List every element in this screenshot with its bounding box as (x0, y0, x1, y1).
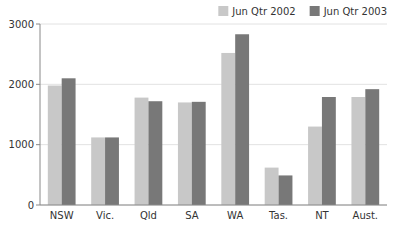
bar (48, 86, 62, 205)
bar (308, 127, 322, 205)
bar (178, 102, 192, 205)
legend-swatch (310, 6, 320, 16)
legend-item: Jun Qtr 2003 (310, 6, 387, 17)
x-tick-label: Aust. (353, 210, 379, 221)
x-tick-label: WA (227, 210, 243, 221)
x-axis-line (40, 205, 387, 206)
chart-container: 0 1000 2000 3000 NSW Vic. Qld SA WA Tas. NT Aust. Ju… (0, 0, 397, 227)
legend-item: Jun Qtr 2002 (218, 6, 295, 17)
bar (192, 102, 206, 205)
bar (135, 98, 149, 205)
y-tick (36, 84, 40, 85)
bar (221, 53, 235, 205)
grid-line (40, 84, 387, 85)
y-tick (36, 205, 40, 206)
x-tick-label: Tas. (268, 210, 288, 221)
bar (265, 168, 279, 205)
x-tick-label: NSW (50, 210, 74, 221)
y-tick (36, 144, 40, 145)
legend-label: Jun Qtr 2003 (323, 6, 387, 17)
bar (91, 137, 105, 205)
y-tick-label: 3000 (9, 19, 34, 30)
bar (279, 175, 293, 205)
x-tick-label: Qld (140, 210, 157, 221)
x-tick-label: Vic. (96, 210, 114, 221)
x-tick-label: NT (315, 210, 329, 221)
bars (48, 34, 379, 205)
legend-swatch (218, 6, 228, 16)
bar (365, 89, 379, 205)
y-tick-label: 0 (28, 200, 34, 211)
grid-line (40, 205, 387, 206)
bar (235, 34, 249, 205)
bar (62, 78, 76, 205)
y-tick (36, 24, 40, 25)
bar (322, 97, 336, 205)
legend: Jun Qtr 2002 Jun Qtr 2003 (218, 6, 387, 17)
y-axis-line (40, 24, 41, 205)
chart-svg: 0 1000 2000 3000 NSW Vic. Qld SA WA Tas. NT Aust. Ju… (0, 0, 397, 227)
bar (351, 97, 365, 205)
grid-line (40, 24, 387, 25)
bar (148, 101, 162, 205)
bar (105, 137, 119, 205)
legend-label: Jun Qtr 2002 (231, 6, 295, 17)
y-tick-label: 2000 (9, 79, 34, 90)
y-tick-label: 1000 (9, 139, 34, 150)
x-tick-label: SA (185, 210, 199, 221)
